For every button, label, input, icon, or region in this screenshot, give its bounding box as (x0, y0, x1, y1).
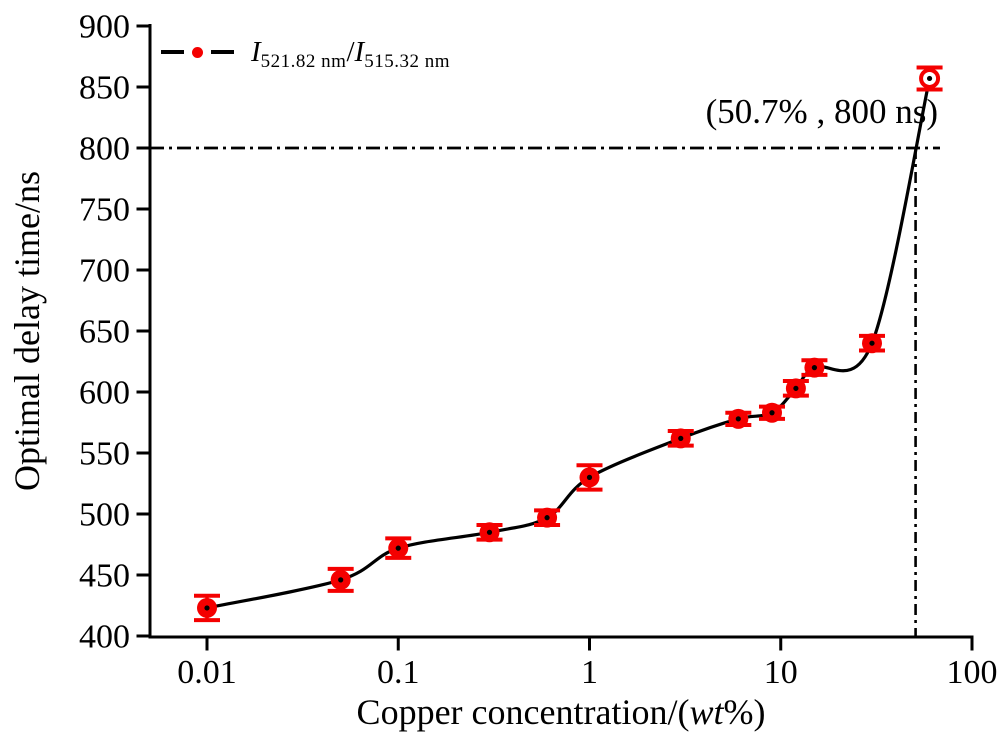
x-axis-title: Copper concentration/(wt%) (357, 691, 766, 733)
x-axis-title-suffix: %) (723, 692, 766, 732)
data-point-center-dot (395, 545, 401, 551)
y-tick-label: 600 (79, 375, 130, 412)
x-tick-label: 0.1 (377, 654, 420, 691)
data-point-center-dot (338, 577, 344, 583)
x-tick-label: 100 (947, 654, 998, 691)
data-point-center-dot (769, 410, 775, 416)
x-tick-label: 1 (581, 654, 598, 691)
x-axis-title-prefix: Copper concentration/( (356, 692, 690, 732)
legend-subscript-2: 515.32 nm (364, 50, 450, 72)
data-point-center-dot (586, 474, 593, 480)
y-tick-label: 700 (79, 253, 130, 290)
y-tick-label: 650 (79, 314, 130, 351)
legend-line-dash-right (211, 50, 234, 54)
data-point-center-dot (811, 365, 818, 371)
y-tick-label: 800 (79, 131, 130, 168)
data-point-center-dot (735, 416, 741, 422)
data-point-center-dot (544, 515, 550, 521)
data-point-center-dot (926, 75, 933, 82)
legend-slash: / (346, 35, 355, 68)
legend: I521.82 nm/I515.32 nm (161, 31, 450, 73)
legend-subscript-1: 521.82 nm (260, 50, 347, 72)
y-tick-label: 750 (79, 192, 130, 229)
legend-symbol-i2: I (354, 35, 365, 68)
y-axis-title: Optimal delay time/ns (7, 171, 47, 491)
x-tick-label: 10 (764, 654, 798, 691)
legend-line-dash-left (161, 50, 184, 54)
y-tick-label: 900 (79, 9, 130, 46)
data-point-center-dot (869, 340, 875, 346)
x-axis-title-italic: wt (689, 692, 724, 732)
data-point-center-dot (678, 435, 684, 441)
y-tick-label: 500 (79, 497, 130, 534)
y-tick-label: 550 (79, 436, 130, 473)
legend-marker-dot (192, 46, 203, 58)
data-point-center-dot (486, 529, 493, 535)
y-tick-label: 450 (79, 558, 130, 595)
crosshair-annotation: (50.7% , 800 ns) (705, 92, 938, 131)
series-curve (206, 78, 932, 610)
y-tick-label: 850 (79, 70, 130, 107)
x-tick-label: 0.01 (177, 654, 237, 691)
data-point-center-dot (204, 605, 210, 611)
legend-symbol-i1: I (251, 35, 261, 68)
legend-series-label: I521.82 nm/I515.32 nm (251, 35, 450, 72)
y-tick-label: 400 (79, 619, 130, 656)
data-point-center-dot (793, 385, 799, 391)
